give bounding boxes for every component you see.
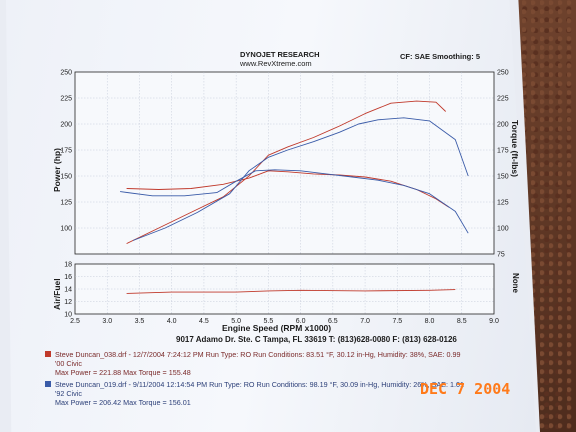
torque-tick-label: 250: [497, 70, 509, 77]
dyno-series-line-1: [126, 100, 447, 245]
rpm-tick-label: 8.5: [457, 318, 467, 325]
power-tick-label: 125: [60, 200, 72, 207]
power-tick-label: 200: [60, 122, 72, 129]
run2-legend-swatch: [45, 381, 51, 387]
power-axis-ticks: 100 125 150 175 200 225 250: [60, 70, 72, 233]
afr-right-label: None: [511, 273, 520, 294]
rpm-axis-label: Engine Speed (RPM x1000): [222, 323, 331, 333]
torque-tick-label: 200: [497, 122, 509, 129]
rpm-tick-label: 9.0: [489, 318, 499, 325]
torque-tick-label: 175: [497, 148, 509, 155]
main-plot-frame: [74, 71, 495, 255]
run1-details: Steve Duncan_038.drf - 12/7/2004 7:24:12…: [55, 350, 460, 359]
torque-tick-label: 150: [497, 174, 509, 181]
rpm-tick-label: 5.5: [264, 318, 274, 325]
photo-date-stamp: DEC 7 2004: [420, 380, 510, 398]
run2-details: Steve Duncan_019.drf - 9/11/2004 12:14:5…: [55, 380, 464, 389]
run2-max-values: Max Power = 206.42 Max Torque = 156.01: [55, 398, 191, 407]
rpm-tick-label: 3.0: [102, 318, 112, 325]
torque-tick-label: 125: [497, 200, 509, 207]
power-tick-label: 100: [60, 226, 72, 233]
rpm-tick-label: 6.5: [328, 318, 338, 325]
afr-tick-label: 18: [64, 262, 72, 269]
rpm-tick-label: 2.5: [70, 318, 80, 325]
dyno-series-line-4: [120, 169, 469, 234]
rpm-tick-label: 6.0: [296, 318, 306, 325]
torque-tick-label: 75: [497, 252, 505, 259]
torque-tick-label: 225: [497, 96, 509, 103]
afr-axis-label: Air/Fuel: [52, 278, 62, 310]
header-company: DYNOJET RESEARCH: [240, 50, 320, 59]
afr-series: [126, 289, 456, 294]
torque-axis-ticks: 75 100 125 150 175 200 225 250: [497, 70, 509, 259]
rpm-tick-label: 7.5: [392, 318, 402, 325]
header-website: www.RevXtreme.com: [239, 59, 312, 68]
afr-tick-label: 14: [64, 287, 72, 294]
dyno-series-line-3: [132, 117, 469, 241]
afr-tick-label: 16: [64, 274, 72, 281]
power-tick-label: 250: [60, 70, 72, 77]
afr-tick-label: 10: [64, 312, 72, 319]
main-series: [120, 100, 469, 245]
run2-vehicle: '92 Civic: [55, 389, 82, 398]
power-tick-label: 175: [60, 148, 72, 155]
afr-grid: [75, 264, 494, 314]
afr-axis-ticks: 10 12 14 16 18: [64, 262, 72, 319]
power-tick-label: 225: [60, 96, 72, 103]
header-settings: CF: SAE Smoothing: 5: [400, 52, 480, 61]
power-axis-label: Power (hp): [52, 148, 62, 192]
rpm-axis-ticks: 2.5 3.0 3.5 4.0 4.5 5.0 5.5 6.0 6.5 7.0 7.5 8.0 8.5 9…: [70, 318, 499, 325]
afr-series-line-1: [126, 289, 456, 294]
rpm-tick-label: 3.5: [135, 318, 145, 325]
run1-legend-swatch: [45, 351, 51, 357]
rpm-tick-label: 4.0: [167, 318, 177, 325]
rpm-tick-label: 7.0: [360, 318, 370, 325]
afr-tick-label: 12: [64, 299, 72, 306]
run1-vehicle: '00 Civic: [55, 359, 82, 368]
torque-tick-label: 100: [497, 226, 509, 233]
power-tick-label: 150: [60, 174, 72, 181]
rpm-tick-label: 4.5: [199, 318, 209, 325]
main-grid: [75, 72, 494, 254]
torque-axis-label: Torque (ft-lbs): [510, 120, 520, 177]
run1-max-values: Max Power = 221.88 Max Torque = 155.48: [55, 368, 191, 377]
afr-plot-frame: [74, 263, 495, 315]
footer-address: 9017 Adamo Dr. Ste. C Tampa, FL 33619 T:…: [176, 335, 457, 344]
rpm-tick-label: 5.0: [231, 318, 241, 325]
rpm-tick-label: 8.0: [425, 318, 435, 325]
